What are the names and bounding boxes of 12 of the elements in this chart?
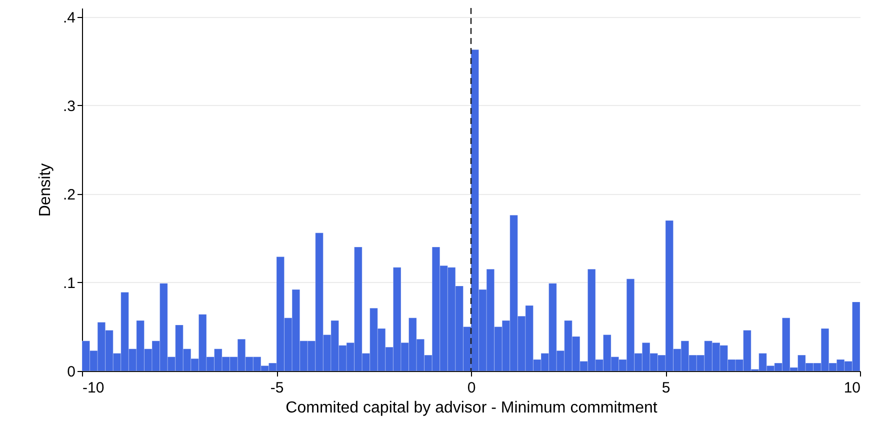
y-tick-label: .2 bbox=[62, 186, 76, 204]
x-tick-label: -10 bbox=[82, 380, 104, 396]
y-tick-label: 0 bbox=[67, 364, 76, 380]
x-tick-label: 0 bbox=[467, 380, 476, 396]
x-tick-label: -5 bbox=[270, 380, 284, 396]
y-tick-label: .3 bbox=[62, 98, 76, 115]
y-tick-label: .4 bbox=[62, 9, 76, 26]
x-axis-title: Commited capital by advisor - Minimum commitment bbox=[286, 400, 658, 416]
x-tick-label: 10 bbox=[844, 380, 860, 396]
x-tick-label: 5 bbox=[662, 380, 670, 396]
y-axis-title: Density bbox=[36, 163, 54, 217]
y-tick-label: .1 bbox=[62, 274, 76, 292]
